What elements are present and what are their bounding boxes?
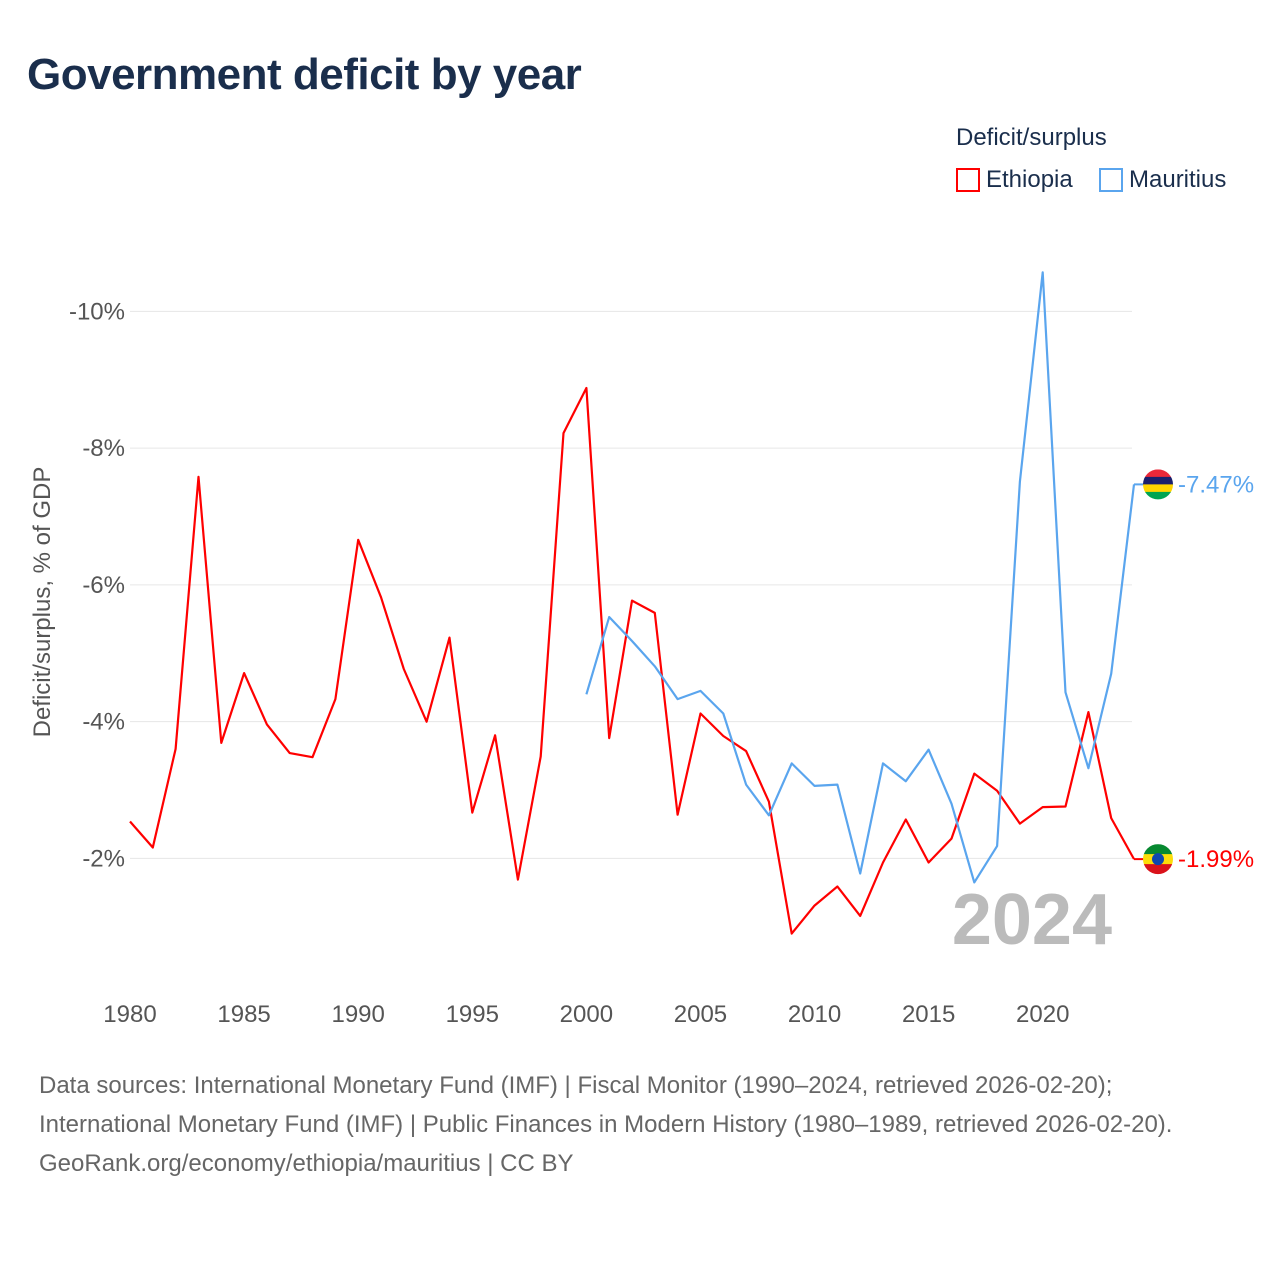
- x-tick-label: 1990: [331, 1001, 384, 1028]
- x-tick-label: 1995: [446, 1001, 499, 1028]
- data-sources: Data sources: International Monetary Fun…: [39, 1072, 1173, 1138]
- x-tick-label: 2000: [560, 1001, 613, 1028]
- line-chart: -2% -4% -6% -8% -10% 1980 1985 1990 1995 2000 2005…: [29, 271, 1254, 1028]
- end-value-label: -7.47%: [1178, 471, 1254, 498]
- credit-link[interactable]: GeoRank.org/economy/ethiopia/mauritius |…: [39, 1150, 574, 1177]
- legend-item-mauritius[interactable]: Mauritius: [1099, 166, 1226, 194]
- y-axis-label: Deficit/surplus, % of GDP: [29, 467, 56, 738]
- series-line-mauritius: [585, 271, 1136, 884]
- year-watermark: 2024: [952, 880, 1112, 960]
- y-tick-label: -10%: [69, 298, 125, 325]
- x-tick-label: 1980: [103, 1001, 156, 1028]
- legend-label: Mauritius: [1129, 166, 1227, 193]
- y-tick-label: -2%: [82, 845, 125, 872]
- y-tick-label: -8%: [82, 435, 125, 462]
- chart-title: Government deficit by year: [27, 50, 582, 99]
- y-tick-label: -4%: [82, 709, 125, 736]
- legend-title: Deficit/surplus: [956, 124, 1107, 151]
- flag-mauritius-icon: [1143, 469, 1173, 500]
- x-tick-label: 2005: [674, 1001, 727, 1028]
- legend-swatch: [1099, 168, 1123, 192]
- legend-item-ethiopia[interactable]: Ethiopia: [956, 166, 1073, 194]
- x-tick-label: 2015: [902, 1001, 955, 1028]
- x-tick-label: 2010: [788, 1001, 841, 1028]
- y-tick-label: -6%: [82, 572, 125, 599]
- flag-ethiopia-icon: [1143, 844, 1173, 875]
- legend-label: Ethiopia: [986, 166, 1073, 193]
- legend-swatch: [956, 168, 980, 192]
- x-tick-label: 1985: [217, 1001, 270, 1028]
- series-line-ethiopia: [129, 386, 1135, 935]
- end-value-label: -1.99%: [1178, 846, 1254, 873]
- x-tick-label: 2020: [1016, 1001, 1069, 1028]
- footer: Data sources: International Monetary Fun…: [39, 1066, 1239, 1183]
